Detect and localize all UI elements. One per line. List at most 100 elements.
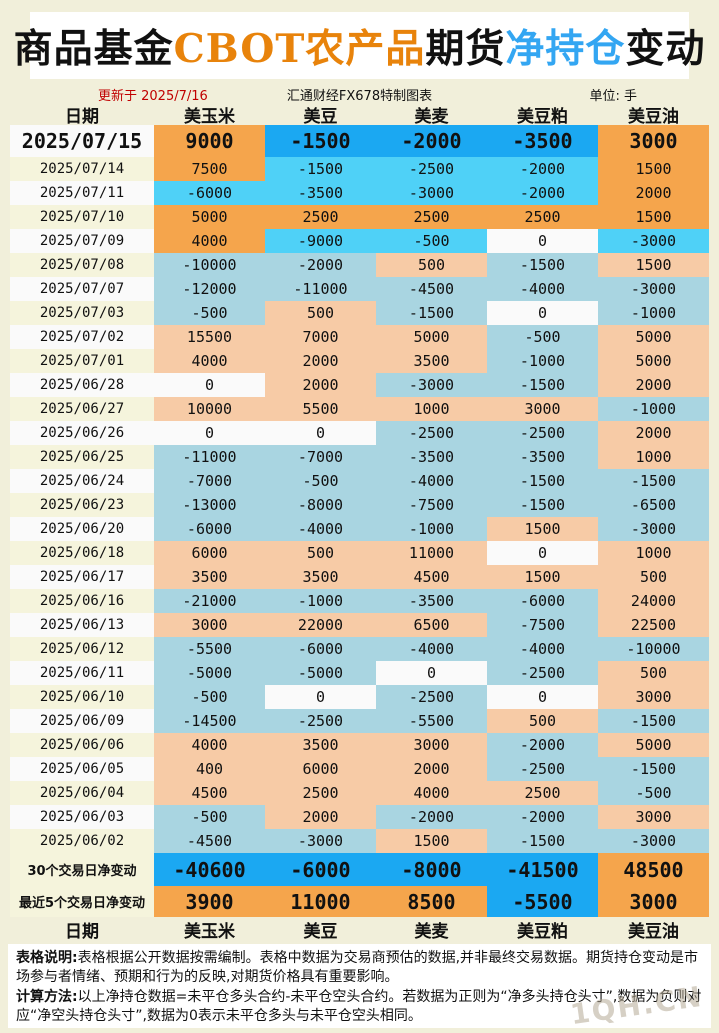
- value-cell: -3500: [265, 181, 376, 205]
- table-row: 2025/06/24 -7000 -500 -4000 -1500 -1500: [10, 469, 709, 493]
- column-header: 美豆油: [628, 106, 679, 126]
- value-cell: 500: [487, 709, 598, 733]
- date-cell: 2025/07/10: [10, 205, 154, 229]
- table-row: 2025/06/11 -5000 -5000 0 -2500 500: [10, 661, 709, 685]
- value-cell: -500: [376, 229, 487, 253]
- date-cell: 2025/06/09: [10, 709, 154, 733]
- value-cell: 2500: [265, 781, 376, 805]
- value-cell: -14500: [154, 709, 265, 733]
- value-cell: -2500: [487, 421, 598, 445]
- value-cell: 1500: [598, 253, 709, 277]
- value-cell: 6000: [265, 757, 376, 781]
- value-cell: -1500: [487, 373, 598, 397]
- value-cell: 5000: [598, 349, 709, 373]
- value-cell: 3500: [376, 349, 487, 373]
- value-cell: 5000: [598, 733, 709, 757]
- column-header: 美豆粕: [517, 106, 568, 126]
- value-cell: 400: [154, 757, 265, 781]
- table-row: 2025/06/09 -14500 -2500 -5500 500 -1500: [10, 709, 709, 733]
- value-cell: 9000: [154, 125, 265, 157]
- summary-value-cell: -40600: [154, 853, 265, 886]
- value-cell: -4500: [376, 277, 487, 301]
- summary-value-cell: -5500: [487, 886, 598, 917]
- value-cell: -5000: [265, 661, 376, 685]
- summary-value-cell: 3000: [598, 886, 709, 917]
- value-cell: 3500: [265, 565, 376, 589]
- value-cell: 1500: [598, 157, 709, 181]
- value-cell: 5000: [376, 325, 487, 349]
- column-header: 美豆粕: [517, 921, 568, 942]
- value-cell: 1500: [598, 205, 709, 229]
- summary-row: 30个交易日净变动 -40600 -6000 -8000 -41500 48500: [10, 853, 709, 886]
- value-cell: -1500: [376, 301, 487, 325]
- table-row: 2025/07/07 -12000 -11000 -4500 -4000 -3000: [10, 277, 709, 301]
- value-cell: -9000: [265, 229, 376, 253]
- table-row: 2025/07/10 5000 2500 2500 2500 1500: [10, 205, 709, 229]
- value-cell: 500: [376, 253, 487, 277]
- value-cell: 2000: [265, 805, 376, 829]
- value-cell: -2000: [265, 253, 376, 277]
- value-cell: -7500: [487, 613, 598, 637]
- value-cell: -7000: [154, 469, 265, 493]
- value-cell: -2000: [376, 125, 487, 157]
- date-cell: 2025/07/09: [10, 229, 154, 253]
- summary-value-cell: 8500: [376, 886, 487, 917]
- table-row: 2025/06/20 -6000 -4000 -1000 1500 -3000: [10, 517, 709, 541]
- value-cell: -4000: [487, 277, 598, 301]
- header-row: 日期 美玉米 美豆 美麦 美豆粕 美豆油: [10, 103, 709, 126]
- value-cell: -7000: [265, 445, 376, 469]
- value-cell: -2500: [376, 157, 487, 181]
- value-cell: 6000: [154, 541, 265, 565]
- date-cell: 2025/07/15: [10, 125, 154, 157]
- value-cell: -5500: [376, 709, 487, 733]
- date-cell: 2025/07/14: [10, 157, 154, 181]
- value-cell: -3000: [598, 829, 709, 853]
- table-row: 2025/06/02 -4500 -3000 1500 -1500 -3000: [10, 829, 709, 853]
- value-cell: 3000: [598, 805, 709, 829]
- table-row: 2025/06/26 0 0 -2500 -2500 2000: [10, 421, 709, 445]
- date-cell: 2025/06/03: [10, 805, 154, 829]
- value-cell: 5000: [598, 325, 709, 349]
- value-cell: 24000: [598, 589, 709, 613]
- notes-box: 表格说明:表格根据公开数据按需编制。表格中数据为交易商预估的数据,并非最终交易数…: [8, 944, 711, 1032]
- value-cell: -2000: [487, 805, 598, 829]
- value-cell: 22000: [265, 613, 376, 637]
- table-row: 2025/06/04 4500 2500 4000 2500 -500: [10, 781, 709, 805]
- value-cell: 4000: [154, 733, 265, 757]
- date-cell: 2025/07/07: [10, 277, 154, 301]
- value-cell: 1000: [598, 541, 709, 565]
- value-cell: -3500: [487, 445, 598, 469]
- value-cell: 1000: [598, 445, 709, 469]
- value-cell: 2000: [265, 373, 376, 397]
- table-note: 表格说明:表格根据公开数据按需编制。表格中数据为交易商预估的数据,并非最终交易数…: [16, 949, 703, 988]
- value-cell: 0: [487, 229, 598, 253]
- value-cell: 0: [487, 685, 598, 709]
- value-cell: -500: [265, 469, 376, 493]
- table-row: 2025/06/18 6000 500 11000 0 1000: [10, 541, 709, 565]
- table-row: 2025/06/17 3500 3500 4500 1500 500: [10, 565, 709, 589]
- column-header: 日期: [65, 921, 99, 942]
- date-cell: 2025/06/26: [10, 421, 154, 445]
- method-note: 计算方法:以上净持仓数据=未平仓多头合约-未平仓空头合约。若数据为正则为“净多头…: [16, 988, 703, 1027]
- date-cell: 2025/06/17: [10, 565, 154, 589]
- value-cell: -3000: [376, 181, 487, 205]
- summary-value-cell: 48500: [598, 853, 709, 886]
- date-cell: 2025/06/16: [10, 589, 154, 613]
- value-cell: 0: [154, 421, 265, 445]
- value-cell: -7500: [376, 493, 487, 517]
- summary-value-cell: -6000: [265, 853, 376, 886]
- header-row: 日期 美玉米 美豆 美麦 美豆粕 美豆油: [10, 917, 709, 942]
- value-cell: -6000: [154, 517, 265, 541]
- value-cell: -5500: [154, 637, 265, 661]
- value-cell: -6500: [598, 493, 709, 517]
- value-cell: 500: [598, 661, 709, 685]
- positions-table: 日期 美玉米 美豆 美麦 美豆粕 美豆油 2025/07/15 9000 -1500 -2000-…: [10, 103, 709, 941]
- value-cell: 4000: [154, 229, 265, 253]
- value-cell: 2500: [265, 205, 376, 229]
- title-segment: 商品基金: [13, 25, 174, 72]
- value-cell: -2000: [487, 733, 598, 757]
- summary-value-cell: -8000: [376, 853, 487, 886]
- table-row: 2025/07/03 -500 500 -1500 0 -1000: [10, 301, 709, 325]
- value-cell: -1500: [487, 493, 598, 517]
- date-cell: 2025/06/04: [10, 781, 154, 805]
